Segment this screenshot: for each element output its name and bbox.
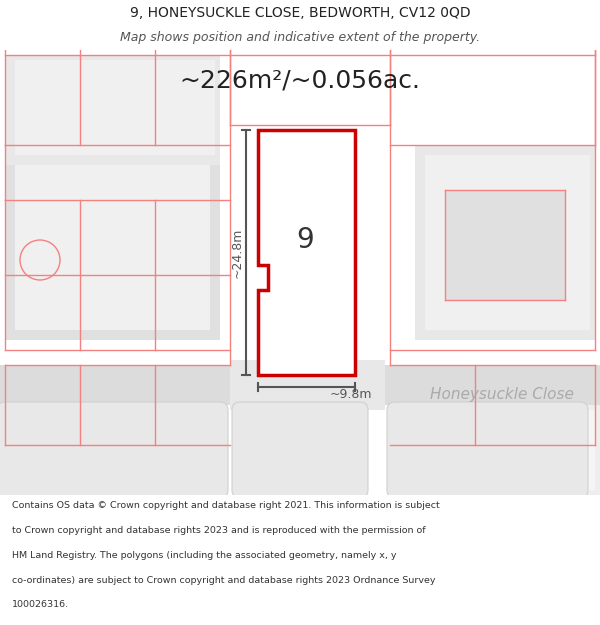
FancyBboxPatch shape (387, 402, 588, 498)
Bar (15, 155, 210, 330)
Bar (5, 145, 220, 340)
Text: 9: 9 (296, 226, 314, 254)
FancyBboxPatch shape (232, 402, 368, 498)
Text: HM Land Registry. The polygons (including the associated geometry, namely x, y: HM Land Registry. The polygons (includin… (12, 551, 397, 560)
Text: ~24.8m: ~24.8m (230, 228, 244, 278)
Polygon shape (258, 130, 355, 375)
Bar (5, 55, 220, 165)
Bar (230, 360, 385, 410)
Bar (5, 410, 205, 490)
Bar (415, 145, 595, 340)
Text: Honeysuckle Close: Honeysuckle Close (430, 388, 574, 402)
Text: Map shows position and indicative extent of the property.: Map shows position and indicative extent… (120, 31, 480, 44)
FancyBboxPatch shape (0, 402, 228, 498)
Text: co-ordinates) are subject to Crown copyright and database rights 2023 Ordnance S: co-ordinates) are subject to Crown copyr… (12, 576, 436, 584)
Bar (445, 190, 565, 300)
Circle shape (20, 240, 60, 280)
Text: Contains OS data © Crown copyright and database right 2021. This information is : Contains OS data © Crown copyright and d… (12, 501, 440, 511)
Bar (0, 405, 215, 495)
Bar (0, 365, 600, 405)
Bar (390, 405, 600, 495)
Text: ~9.8m: ~9.8m (330, 389, 373, 401)
Bar (425, 155, 590, 330)
Bar (395, 410, 595, 490)
Text: 9, HONEYSUCKLE CLOSE, BEDWORTH, CV12 0QD: 9, HONEYSUCKLE CLOSE, BEDWORTH, CV12 0QD (130, 6, 470, 19)
Text: ~226m²/~0.056ac.: ~226m²/~0.056ac. (179, 68, 421, 92)
Text: 100026316.: 100026316. (12, 600, 69, 609)
Text: to Crown copyright and database rights 2023 and is reproduced with the permissio: to Crown copyright and database rights 2… (12, 526, 425, 535)
Bar (15, 60, 215, 155)
